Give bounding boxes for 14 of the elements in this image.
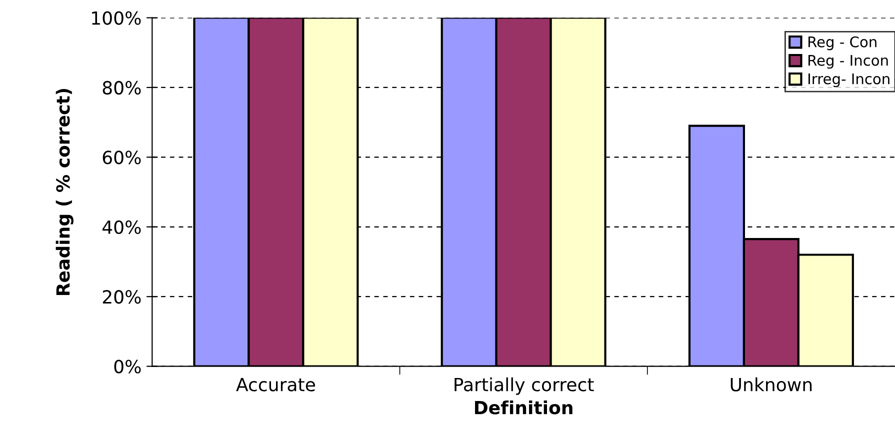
y-tick-label: 20%	[102, 290, 141, 304]
y-tick-label: 40%	[102, 220, 141, 234]
x-tick-label: Accurate	[236, 378, 315, 392]
x-axis-title: Definition	[475, 400, 572, 414]
y-axis-title: Reading ( % correct)	[56, 88, 74, 295]
legend-label: Irreg- Incon	[808, 74, 890, 88]
y-tick-label: 0%	[114, 360, 141, 374]
legend-label: Reg - Con	[808, 36, 876, 50]
y-tick-label: 60%	[102, 150, 141, 164]
y-tick-label: 100%	[92, 11, 141, 25]
x-tick-label: Unknown	[730, 377, 812, 392]
y-tick-label: 80%	[102, 80, 141, 95]
x-tick-label: Partially correct	[454, 377, 594, 395]
legend-label: Reg - Incon	[808, 55, 888, 69]
